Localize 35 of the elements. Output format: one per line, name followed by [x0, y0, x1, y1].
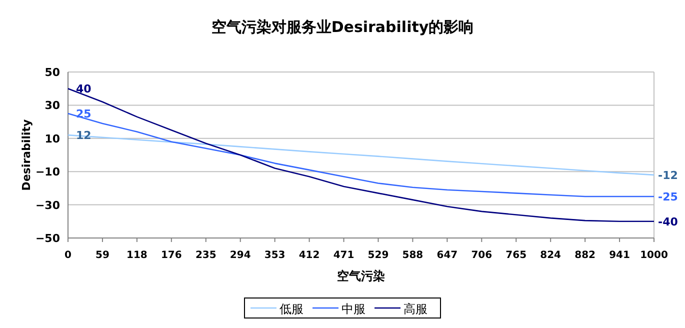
data-label: 40	[76, 82, 92, 96]
x-tick-label: 765	[506, 250, 527, 261]
legend-label: 高服	[404, 302, 428, 316]
y-tick-label: 30	[44, 99, 60, 112]
legend-label: 低服	[280, 302, 304, 316]
x-tick-label: 882	[574, 250, 596, 261]
data-label: -40	[658, 215, 678, 228]
x-tick-label: 706	[471, 250, 492, 261]
x-tick-label: 941	[609, 250, 630, 261]
x-tick-label: 235	[195, 250, 216, 261]
data-label: -25	[658, 190, 678, 204]
x-tick-label: 529	[368, 250, 389, 261]
x-tick-label: 353	[264, 250, 286, 261]
x-tick-label: 59	[96, 250, 110, 261]
data-label: -12	[658, 168, 678, 182]
x-tick-label: 647	[436, 250, 458, 261]
data-label: 12	[76, 129, 92, 142]
x-tick-label: 176	[160, 250, 182, 261]
legend-label: 中服	[342, 302, 366, 316]
x-tick-label: 1000	[640, 250, 668, 261]
x-tick-label: 412	[298, 250, 320, 261]
x-tick-label: 824	[540, 250, 562, 261]
x-axis-title: 空气污染	[337, 269, 385, 283]
x-tick-label: 0	[64, 250, 72, 261]
x-tick-label: 118	[126, 250, 148, 261]
y-axis-title: Desirability	[20, 119, 33, 191]
y-tick-label: 10	[44, 132, 60, 146]
x-tick-label: 588	[402, 250, 424, 261]
x-tick-label: 471	[333, 250, 354, 261]
y-tick-label: −30	[35, 198, 60, 212]
x-tick-label: 294	[230, 250, 251, 261]
y-tick-label: 50	[44, 66, 60, 79]
y-tick-label: −10	[35, 166, 60, 179]
chart-title: 空气污染对服务业Desirability的影响	[211, 18, 474, 36]
y-tick-label: −50	[35, 232, 60, 245]
